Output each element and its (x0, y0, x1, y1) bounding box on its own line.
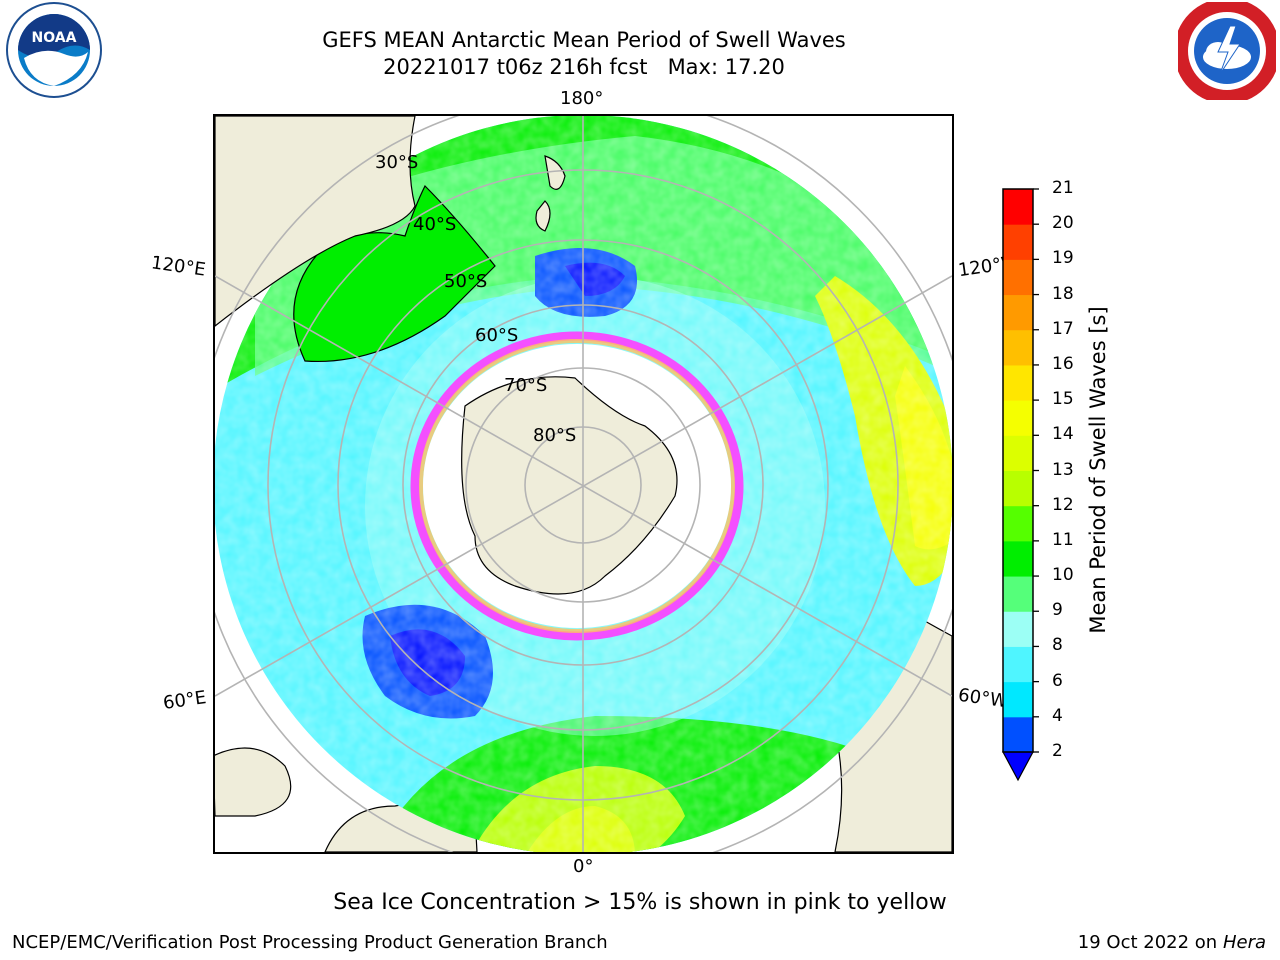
colorbar (1001, 188, 1039, 782)
colorbar-swatch (1003, 189, 1033, 225)
graticule (215, 116, 952, 852)
lon-label-120e: 120°E (149, 252, 207, 281)
colorbar-tick-label: 15 (1052, 389, 1074, 410)
credit-date: 19 Oct 2022 on (1077, 932, 1223, 953)
lon-label-0: 0° (573, 856, 594, 877)
colorbar-tick-label: 14 (1052, 424, 1074, 445)
land-antarctica (461, 376, 678, 595)
polar-map: 30°S 40°S 50°S 60°S 70°S 80°S (213, 114, 954, 854)
colorbar-swatch (1003, 540, 1033, 577)
colorbar-tick-label: 17 (1052, 318, 1074, 339)
colorbar-tick-label: 9 (1052, 600, 1063, 621)
colorbar-tick-label: 8 (1052, 635, 1063, 656)
colorbar-tick-label: 10 (1052, 565, 1074, 586)
land-madagascar (215, 747, 292, 817)
colorbar-swatches (1003, 189, 1033, 753)
lon-label-180: 180° (560, 88, 604, 109)
colorbar-tick-label: 6 (1052, 670, 1063, 691)
colorbar-tick-label: 4 (1052, 705, 1063, 726)
colorbar-tick-label: 2 (1052, 741, 1063, 761)
colorbar-swatch (1003, 716, 1033, 753)
colorbar-swatch (1003, 259, 1033, 296)
colorbar-swatch (1003, 611, 1033, 647)
land-new-zealand (535, 155, 566, 232)
chart-subtitle: 20221017 t06z 216h fcst Max: 17.20 (383, 55, 785, 79)
colorbar-tick-label: 13 (1052, 459, 1074, 480)
land-australia (215, 116, 416, 327)
colorbar-tick-label: 11 (1052, 529, 1074, 550)
colorbar-swatch (1003, 329, 1033, 366)
svg-text:NOAA: NOAA (32, 30, 77, 46)
colorbar-tick-label: 12 (1052, 494, 1074, 515)
colorbar-swatch (1003, 681, 1033, 718)
lat-label-60s: 60°S (475, 325, 519, 346)
colorbar-swatch (1003, 435, 1033, 471)
credit-right: 19 Oct 2022 on Hera (1078, 932, 1266, 953)
colorbar-ticks (1033, 188, 1039, 753)
sea-ice-note: Sea Ice Concentration > 15% is shown in … (333, 890, 947, 915)
colorbar-swatch (1003, 224, 1033, 260)
colorbar-tick-label: 16 (1052, 353, 1074, 374)
nws-logo (1178, 2, 1276, 100)
colorbar-swatch (1003, 646, 1033, 683)
colorbar-under-arrow (1001, 751, 1035, 782)
lat-label-70s: 70°S (504, 375, 548, 396)
lat-label-30s: 30°S (375, 152, 419, 173)
colorbar-label: Mean Period of Swell Waves [s] (1086, 306, 1110, 634)
colorbar-swatch (1003, 294, 1033, 331)
credit-left: NCEP/EMC/Verification Post Processing Pr… (12, 932, 608, 953)
colorbar-tick-label: 18 (1052, 283, 1074, 304)
inner-landmasses (215, 116, 566, 363)
credit-host: Hera (1222, 932, 1266, 953)
colorbar-swatch (1003, 576, 1033, 612)
lon-label-60e: 60°E (161, 687, 208, 714)
lat-label-40s: 40°S (413, 214, 457, 235)
map-canvas (215, 116, 952, 852)
colorbar-swatch (1003, 470, 1033, 507)
colorbar-swatch (1003, 505, 1033, 542)
noaa-logo: NOAA (6, 2, 102, 98)
colorbar-swatch (1003, 400, 1033, 436)
colorbar-swatch (1003, 364, 1033, 401)
chart-title: GEFS MEAN Antarctic Mean Period of Swell… (322, 28, 846, 52)
colorbar-tick-label: 19 (1052, 248, 1074, 269)
lat-label-50s: 50°S (444, 271, 488, 292)
colorbar-tick-label: 20 (1052, 213, 1074, 234)
lat-label-80s: 80°S (533, 425, 577, 446)
colorbar-tick-label: 21 (1052, 178, 1074, 198)
